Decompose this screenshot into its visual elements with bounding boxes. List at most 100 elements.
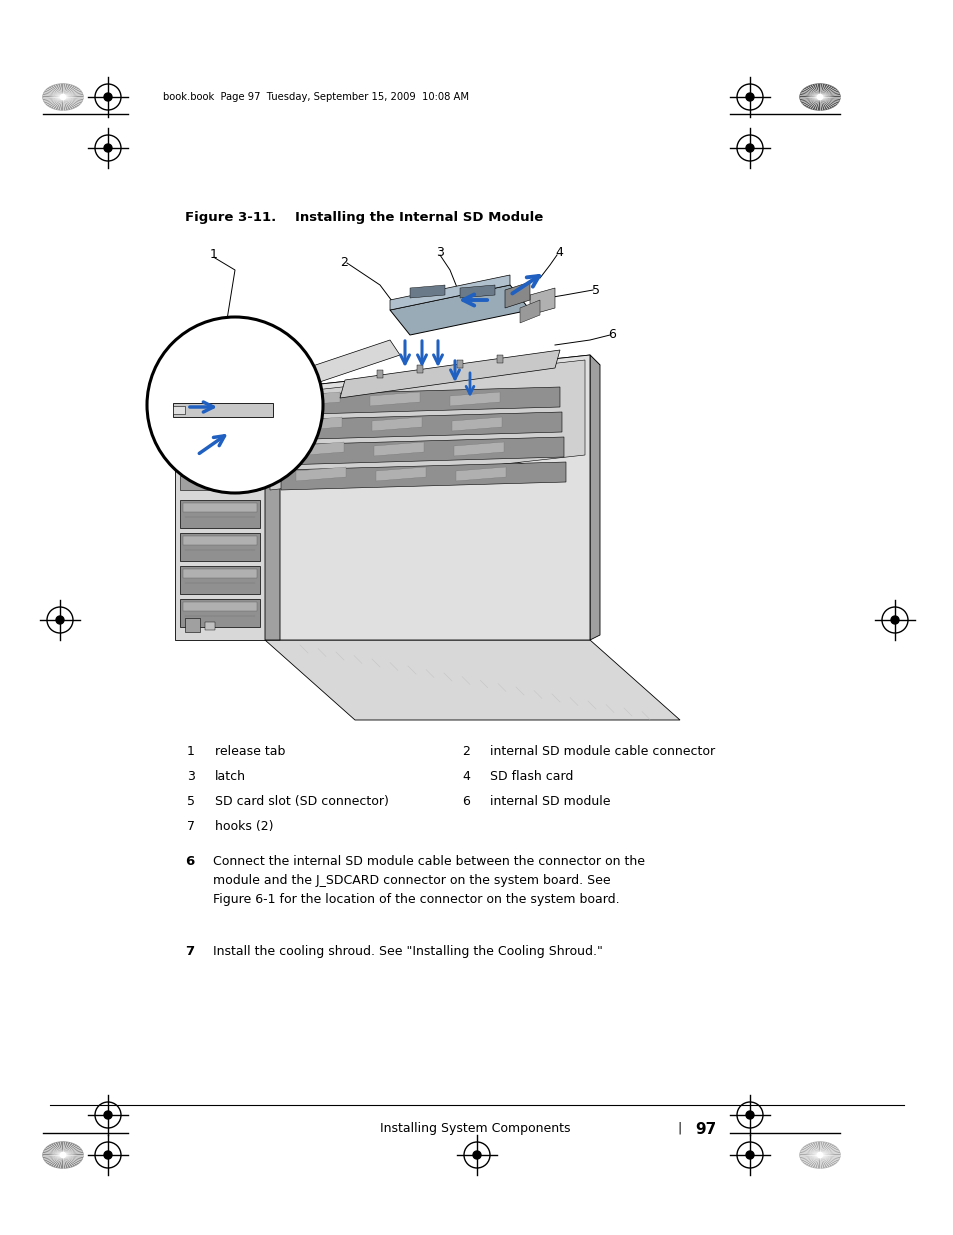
Text: Install the cooling shroud. See "Installing the Cooling Shroud.": Install the cooling shroud. See "Install… — [213, 945, 602, 958]
Text: 1: 1 — [187, 745, 194, 758]
Polygon shape — [185, 618, 200, 632]
Polygon shape — [278, 437, 563, 466]
Ellipse shape — [800, 84, 840, 110]
Text: Installing System Components: Installing System Components — [379, 1123, 570, 1135]
Text: book.book  Page 97  Tuesday, September 15, 2009  10:08 AM: book.book Page 97 Tuesday, September 15,… — [163, 91, 469, 103]
Polygon shape — [174, 374, 280, 390]
Polygon shape — [265, 374, 280, 640]
Polygon shape — [339, 350, 559, 398]
Polygon shape — [295, 467, 346, 480]
Polygon shape — [452, 417, 501, 431]
Text: 6: 6 — [185, 855, 194, 868]
Polygon shape — [180, 534, 260, 561]
Polygon shape — [180, 566, 260, 594]
Text: 3: 3 — [187, 769, 194, 783]
Polygon shape — [183, 536, 256, 545]
Polygon shape — [456, 467, 505, 480]
Polygon shape — [180, 458, 260, 472]
Polygon shape — [270, 359, 584, 490]
Polygon shape — [410, 285, 444, 298]
Ellipse shape — [43, 84, 83, 110]
Polygon shape — [530, 288, 555, 315]
Polygon shape — [265, 354, 589, 640]
Circle shape — [745, 93, 753, 101]
Text: 5: 5 — [187, 795, 194, 808]
Polygon shape — [390, 285, 530, 335]
Text: Figure 3-11.: Figure 3-11. — [185, 211, 276, 225]
Polygon shape — [183, 601, 256, 611]
Text: 2: 2 — [339, 257, 348, 269]
Text: 6: 6 — [607, 329, 616, 342]
Polygon shape — [497, 354, 502, 363]
Circle shape — [104, 1112, 112, 1119]
Polygon shape — [459, 285, 495, 298]
Text: 2: 2 — [461, 745, 470, 758]
Text: release tab: release tab — [214, 745, 285, 758]
Polygon shape — [276, 412, 561, 440]
Polygon shape — [172, 403, 273, 417]
Circle shape — [147, 317, 323, 493]
Polygon shape — [265, 340, 399, 396]
Text: SD flash card: SD flash card — [490, 769, 573, 783]
Text: 1: 1 — [210, 248, 217, 262]
Circle shape — [745, 144, 753, 152]
Text: SD card slot (SD connector): SD card slot (SD connector) — [214, 795, 389, 808]
Circle shape — [60, 94, 66, 100]
Ellipse shape — [800, 1142, 840, 1168]
Polygon shape — [390, 275, 510, 310]
Circle shape — [56, 616, 64, 624]
Circle shape — [104, 1151, 112, 1158]
Circle shape — [817, 1152, 821, 1157]
Polygon shape — [183, 503, 256, 513]
Polygon shape — [294, 442, 344, 456]
Polygon shape — [292, 417, 341, 431]
Text: 5: 5 — [592, 284, 599, 296]
Text: 4: 4 — [461, 769, 470, 783]
Text: internal SD module cable connector: internal SD module cable connector — [490, 745, 715, 758]
Polygon shape — [504, 282, 530, 308]
Polygon shape — [376, 370, 382, 378]
Text: 4: 4 — [555, 246, 562, 258]
Polygon shape — [180, 440, 260, 454]
Polygon shape — [265, 354, 599, 400]
Text: Installing the Internal SD Module: Installing the Internal SD Module — [294, 211, 542, 225]
Circle shape — [817, 94, 821, 100]
Polygon shape — [265, 640, 679, 720]
Text: 97: 97 — [695, 1123, 716, 1137]
Polygon shape — [174, 390, 265, 640]
Text: 3: 3 — [436, 246, 443, 258]
Polygon shape — [281, 462, 565, 490]
Polygon shape — [183, 569, 256, 578]
Polygon shape — [519, 300, 539, 324]
Ellipse shape — [43, 1142, 83, 1168]
Text: |: | — [678, 1123, 681, 1135]
Polygon shape — [205, 622, 214, 630]
Polygon shape — [274, 387, 559, 415]
Text: Connect the internal SD module cable between the connector on the
module and the: Connect the internal SD module cable bet… — [213, 855, 644, 906]
Polygon shape — [456, 359, 462, 368]
Text: 7: 7 — [187, 820, 194, 832]
Circle shape — [104, 93, 112, 101]
Circle shape — [745, 1151, 753, 1158]
Circle shape — [473, 1151, 480, 1158]
Polygon shape — [375, 467, 426, 480]
Polygon shape — [372, 417, 421, 431]
Text: hooks (2): hooks (2) — [214, 820, 274, 832]
Text: internal SD module: internal SD module — [490, 795, 610, 808]
Circle shape — [60, 1152, 66, 1157]
Polygon shape — [370, 391, 419, 406]
Text: 7: 7 — [535, 463, 542, 477]
Text: latch: latch — [214, 769, 246, 783]
Polygon shape — [180, 395, 260, 412]
Polygon shape — [454, 442, 503, 456]
Polygon shape — [416, 366, 422, 373]
Polygon shape — [180, 417, 260, 435]
Polygon shape — [180, 475, 260, 490]
Circle shape — [745, 1112, 753, 1119]
Polygon shape — [180, 500, 260, 529]
Circle shape — [890, 616, 898, 624]
Polygon shape — [180, 599, 260, 627]
Circle shape — [104, 144, 112, 152]
Polygon shape — [172, 406, 185, 414]
Polygon shape — [290, 391, 339, 406]
